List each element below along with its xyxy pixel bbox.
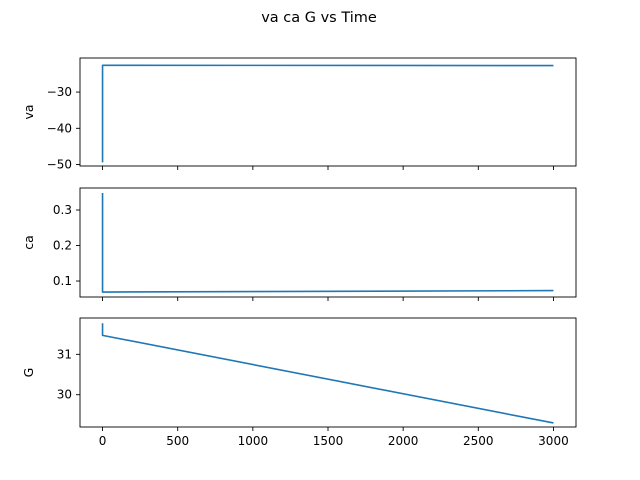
y-tick-label: 0.3 bbox=[53, 203, 72, 217]
plot-frame bbox=[79, 187, 577, 298]
y-tick-label: −40 bbox=[47, 121, 72, 135]
subplot-ca: 0.1 0.2 0.3 ca bbox=[21, 187, 577, 301]
y-tick-label: 0.1 bbox=[53, 274, 72, 288]
y-tick-label: −50 bbox=[47, 158, 72, 172]
x-tick-label: 2000 bbox=[388, 434, 419, 448]
x-tick-label: 3000 bbox=[538, 434, 569, 448]
x-tick-label: 500 bbox=[166, 434, 189, 448]
x-tick-label: 1000 bbox=[238, 434, 269, 448]
subplot-va: −30 −40 −50 va bbox=[21, 57, 577, 172]
y-tick-label: 30 bbox=[57, 388, 72, 402]
subplot-g: 0 500 1000 1500 2000 2500 3000 31 30 G bbox=[21, 317, 577, 448]
x-tick-label: 1500 bbox=[313, 434, 344, 448]
y-axis-label: ca bbox=[21, 235, 36, 250]
y-axis-label: G bbox=[21, 368, 36, 378]
series-line-va bbox=[101, 64, 554, 163]
series-line-ca bbox=[101, 192, 554, 293]
y-tick-label: 0.2 bbox=[53, 239, 72, 253]
x-tick-label: 0 bbox=[99, 434, 107, 448]
plot-frame bbox=[79, 57, 577, 167]
y-tick-label: −30 bbox=[47, 85, 72, 99]
series-line-g bbox=[101, 323, 554, 424]
y-tick-label: 31 bbox=[57, 347, 72, 361]
figure-title: va ca G vs Time bbox=[261, 10, 377, 26]
y-axis-label: va bbox=[21, 104, 36, 119]
subplots: −30 −40 −50 va 0.1 0.2 0.3 ca 0 500 1000 1500 2000 25… bbox=[21, 57, 577, 448]
plot-frame bbox=[79, 317, 577, 428]
x-tick-label: 2500 bbox=[463, 434, 494, 448]
